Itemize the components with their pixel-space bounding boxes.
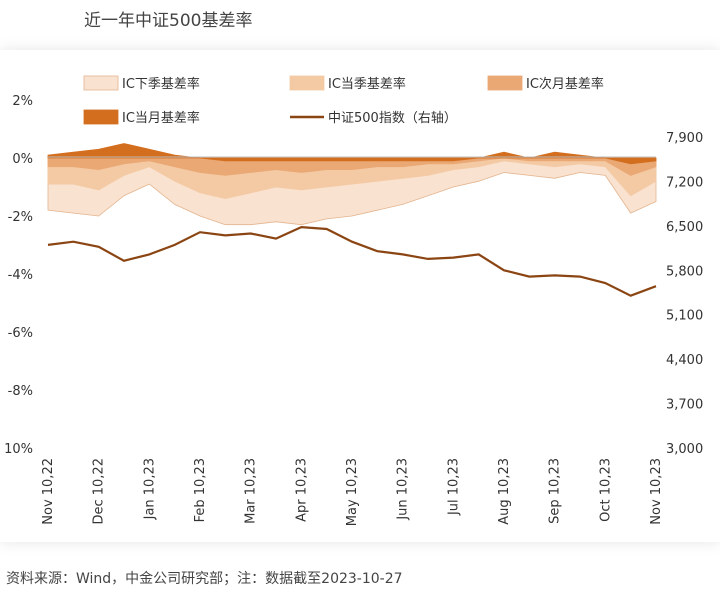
legend-label: IC当季基差率 [328, 76, 406, 92]
left-tick-label: -4% [8, 268, 33, 283]
left-tick-label: -8% [8, 384, 33, 399]
left-tick-label: 0% [12, 152, 33, 167]
legend-label: IC下季基差率 [122, 76, 200, 92]
x-tick-label: Mar 10,23 [244, 458, 259, 524]
legend-swatch [487, 75, 523, 91]
area-series-2 [47, 157, 657, 176]
area-layer [47, 143, 657, 226]
x-tick-label: Jul 10,23 [446, 458, 461, 516]
index-line [47, 225, 657, 297]
x-tick-label: Aug 10,23 [497, 458, 512, 525]
legend-label: IC当月基差率 [122, 110, 200, 126]
x-axis: Nov 10,22 Dec 10,22 Jan 10,23 Feb 10,23 Mar … [41, 458, 664, 526]
x-tick-label: Nov 10,22 [41, 458, 56, 525]
x-tick-label: Feb 10,23 [193, 458, 208, 522]
chart-title: 近一年中证500基差率 [84, 11, 253, 31]
right-tick-label: 7,900 [666, 131, 703, 146]
legend-label: IC次月基差率 [526, 76, 604, 92]
x-tick-label: Oct 10,23 [598, 458, 613, 522]
right-axis: 7,900 7,200 6,500 5,800 5,100 4,400 3,700 3,000 [666, 131, 703, 457]
right-tick-label: 7,200 [666, 175, 703, 190]
right-tick-label: 5,100 [666, 309, 703, 324]
x-tick-label: Jun 10,23 [396, 458, 411, 521]
legend-swatch [289, 75, 325, 91]
legend-label: 中证500指数（右轴） [328, 111, 457, 126]
left-axis: 2% 0% -2% -4% -6% -8% 10% [4, 94, 33, 457]
legend-swatch [83, 75, 119, 91]
x-tick-label: Jan 10,23 [142, 458, 157, 520]
x-tick-label: Dec 10,22 [92, 458, 107, 525]
left-tick-label: -2% [8, 210, 33, 225]
right-tick-label: 6,500 [666, 220, 703, 235]
source-note: 资料来源：Wind，中金公司研究部；注：数据截至2023-10-27 [6, 571, 403, 587]
legend: IC下季基差率 IC当季基差率 IC次月基差率 IC当月基差率 中证500指数（右轴） [83, 75, 604, 126]
index-line-layer [47, 225, 657, 297]
x-tick-label: Sep 10,23 [548, 458, 563, 524]
chart-panel [0, 50, 720, 542]
x-tick-label: May 10,23 [345, 458, 360, 526]
x-tick-label: Apr 10,23 [294, 458, 309, 522]
legend-swatch [83, 109, 119, 125]
right-tick-label: 5,800 [666, 264, 703, 279]
left-tick-label: 10% [4, 442, 33, 457]
right-tick-label: 4,400 [666, 353, 703, 368]
left-tick-label: 2% [12, 94, 33, 109]
right-tick-label: 3,700 [666, 398, 703, 413]
x-tick-label: Nov 10,23 [649, 458, 664, 525]
left-tick-label: -6% [8, 326, 33, 341]
right-tick-label: 3,000 [666, 442, 703, 457]
